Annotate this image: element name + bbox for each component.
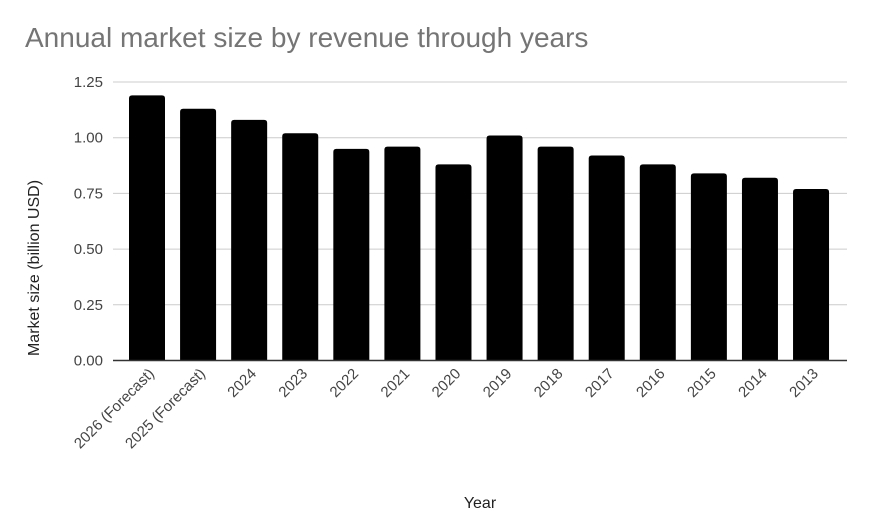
- x-tick-label: 2024: [224, 365, 260, 401]
- bar[interactable]: [129, 95, 165, 361]
- bar[interactable]: [384, 146, 421, 361]
- y-tick-label: 0.00: [74, 353, 103, 370]
- x-tick-label: 2023: [275, 365, 311, 401]
- x-tick-label: 2014: [735, 365, 771, 401]
- y-tick-label: 0.25: [74, 297, 103, 314]
- bar[interactable]: [282, 133, 319, 361]
- x-axis-ticks: 2026 (Forecast)2025 (Forecast) 2024 2023 20…: [71, 365, 822, 452]
- bar[interactable]: [435, 164, 472, 361]
- x-tick-label: 2018: [531, 365, 567, 401]
- bar[interactable]: [741, 177, 778, 361]
- y-tick-label: 0.50: [74, 241, 103, 258]
- bar[interactable]: [537, 146, 574, 361]
- bar[interactable]: [588, 155, 625, 361]
- x-tick-label: 2017: [582, 365, 618, 401]
- y-axis-ticks: 0.00 0.25 0.50 0.75 1.00 1.25: [74, 74, 103, 370]
- bar[interactable]: [333, 148, 370, 361]
- y-axis-title: Market size (billion USD): [26, 180, 43, 356]
- bar[interactable]: [486, 135, 523, 361]
- y-tick-label: 1.25: [74, 74, 103, 91]
- bars: [129, 95, 830, 361]
- bar[interactable]: [690, 173, 727, 361]
- y-tick-label: 1.00: [74, 130, 103, 147]
- x-tick-label: 2021: [378, 365, 414, 401]
- x-tick-label: 2020: [429, 365, 465, 401]
- bar[interactable]: [793, 188, 830, 361]
- chart-title: Annual market size by revenue through ye…: [25, 22, 588, 53]
- bar[interactable]: [231, 119, 268, 361]
- x-tick-label: 2016: [633, 365, 669, 401]
- x-axis-title: Year: [464, 495, 497, 512]
- bar[interactable]: [180, 108, 217, 361]
- gridlines: [113, 81, 847, 306]
- y-tick-label: 0.75: [74, 185, 103, 202]
- x-tick-label: 2015: [684, 365, 720, 401]
- bar[interactable]: [639, 164, 676, 361]
- x-tick-label: 2022: [327, 365, 363, 401]
- x-tick-label: 2013: [786, 365, 822, 401]
- x-tick-label: 2019: [480, 365, 516, 401]
